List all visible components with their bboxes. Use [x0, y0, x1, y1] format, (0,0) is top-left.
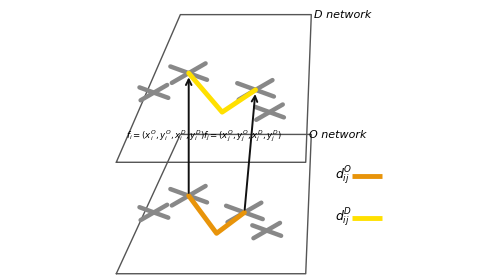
- Text: $d_{ij}^{D}$: $d_{ij}^{D}$: [335, 207, 352, 229]
- Text: D network: D network: [314, 10, 372, 20]
- Text: $f_i = (x_i^O, y_i^O, x_i^D, y_i^D)$: $f_i = (x_i^O, y_i^O, x_i^D, y_i^D)$: [126, 128, 204, 143]
- Text: O network: O network: [308, 130, 366, 140]
- Text: $d_{ij}^{O}$: $d_{ij}^{O}$: [335, 165, 352, 187]
- Text: $f_j = (x_j^O, y_j^O, x_j^D, y_j^D)$: $f_j = (x_j^O, y_j^O, x_j^D, y_j^D)$: [202, 128, 281, 144]
